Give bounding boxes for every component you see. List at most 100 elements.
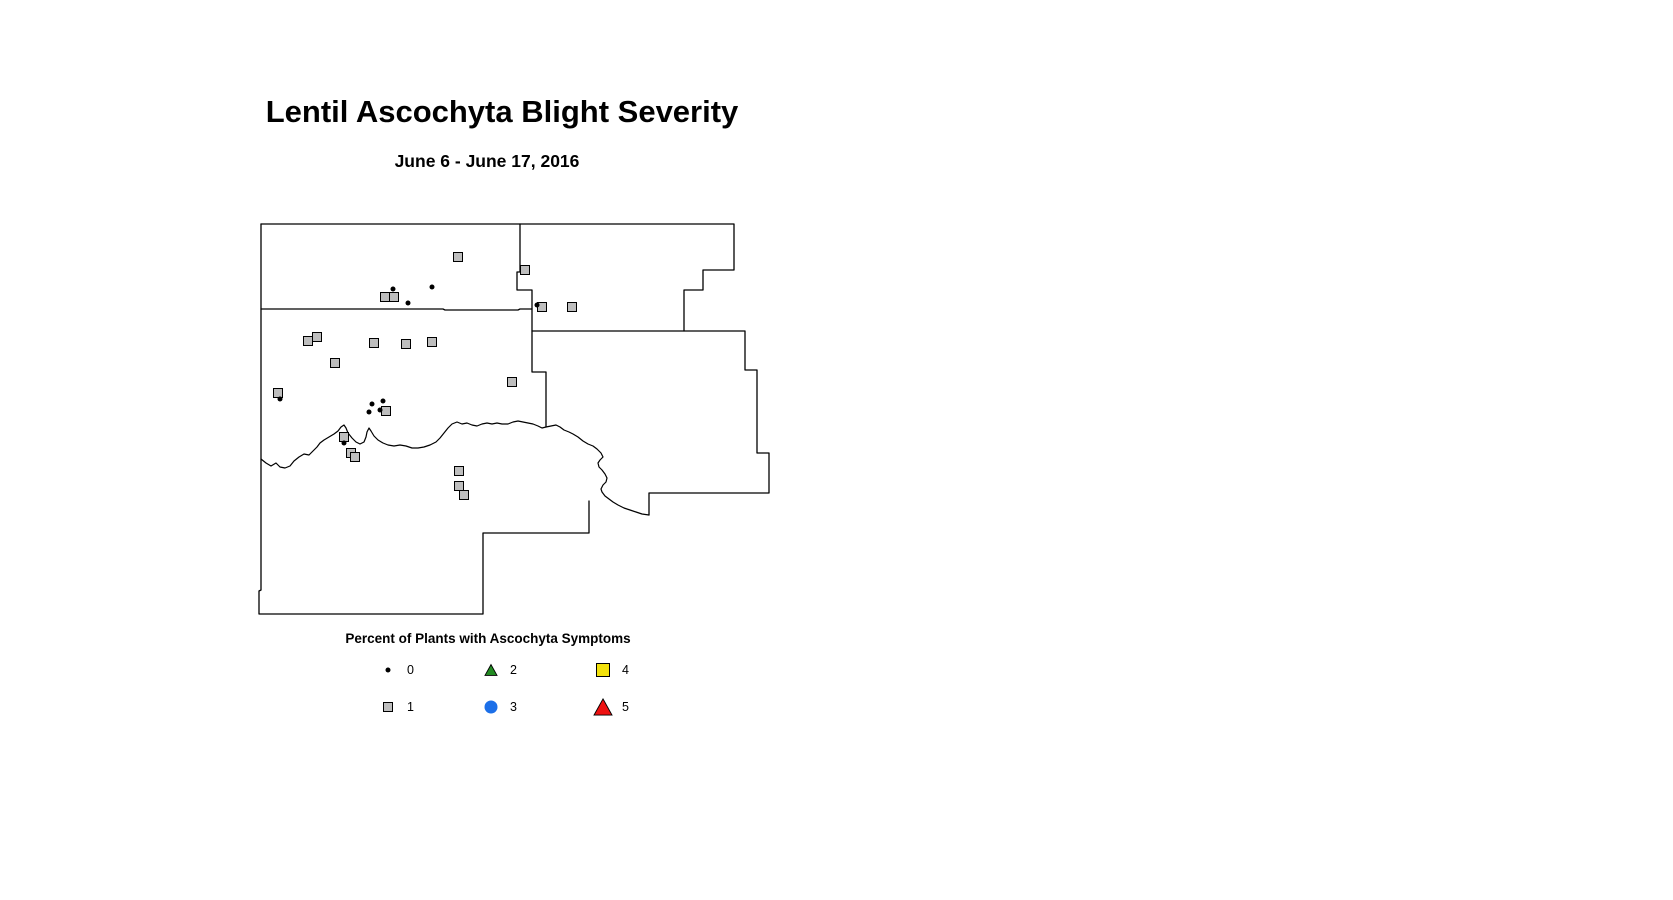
survey-point-severity-1: [427, 337, 437, 347]
survey-point-severity-1: [312, 332, 322, 342]
square-marker: [459, 490, 469, 500]
county-line-horizontal-upper: [260, 308, 533, 311]
survey-point-severity-1: [339, 432, 349, 442]
survey-point-severity-1: [401, 339, 411, 349]
survey-point-severity-1: [454, 481, 464, 491]
survey-point-severity-0: [429, 284, 435, 290]
square-marker: [507, 377, 517, 387]
survey-point-severity-1: [459, 490, 469, 500]
survey-point-severity-0: [341, 440, 347, 446]
survey-point-severity-0: [366, 409, 372, 415]
legend-symbol-svg: [484, 663, 498, 676]
legend-entry: 2: [476, 651, 588, 688]
square-marker: [567, 302, 577, 312]
survey-point-severity-0: [405, 300, 411, 306]
legend-symbol: [373, 696, 403, 718]
survey-point-severity-1: [520, 265, 530, 275]
square-marker: [273, 388, 283, 398]
county-boundaries: [258, 223, 770, 615]
county-outline-west-south: [258, 223, 590, 615]
legend-title: Percent of Plants with Ascochyta Symptom…: [345, 631, 631, 646]
legend: 0 1 2 3 4 5: [373, 651, 698, 725]
legend-symbol-svg: [593, 697, 613, 716]
square-marker: [303, 336, 313, 346]
survey-point-severity-0: [380, 398, 386, 404]
legend-entry: 3: [476, 688, 588, 725]
square-marker: [454, 481, 464, 491]
square-marker: [520, 265, 530, 275]
legend-entry: 1: [373, 688, 476, 725]
legend-entry-label: 5: [622, 699, 629, 714]
survey-point-severity-0: [377, 407, 383, 413]
survey-point-severity-1: [381, 406, 391, 416]
square-marker: [380, 292, 390, 302]
square-marker: [389, 292, 399, 302]
survey-point-severity-1: [330, 358, 340, 368]
dot-marker: [534, 302, 540, 308]
survey-point-severity-0: [534, 302, 540, 308]
figure-title: Lentil Ascochyta Blight Severity: [265, 94, 739, 129]
square-marker: [381, 406, 391, 416]
dot-marker: [385, 667, 391, 672]
county-outline-north-east: [260, 223, 770, 516]
river-boundary: [260, 420, 650, 516]
figure-subtitle: June 6 - June 17, 2016: [394, 151, 580, 171]
legend-entry: 4: [588, 651, 698, 688]
dot-marker: [366, 409, 372, 415]
square-marker: [596, 662, 610, 677]
dot-marker: [277, 396, 283, 402]
dot-marker: [405, 300, 411, 306]
dot-marker: [341, 440, 347, 446]
survey-point-severity-1: [380, 292, 390, 302]
survey-point-severity-0: [369, 401, 375, 407]
square-marker: [312, 332, 322, 342]
square-marker: [427, 337, 437, 347]
legend-entry-label: 4: [622, 662, 629, 677]
legend-symbol: [588, 659, 618, 681]
legend-symbol-svg: [385, 667, 391, 672]
survey-point-severity-0: [277, 396, 283, 402]
survey-point-severity-1: [273, 388, 283, 398]
legend-symbol: [476, 696, 506, 718]
square-marker: [454, 466, 464, 476]
square-marker: [453, 252, 463, 262]
legend-entry-label: 1: [407, 699, 414, 714]
survey-point-severity-0: [390, 286, 396, 292]
square-marker: [350, 452, 360, 462]
square-marker: [339, 432, 349, 442]
legend-entry-label: 2: [510, 662, 517, 677]
map-markers: [273, 252, 577, 500]
legend-symbol: [476, 659, 506, 681]
dot-marker: [377, 407, 383, 413]
legend-entry-label: 0: [407, 662, 414, 677]
legend-symbol-svg: [484, 700, 498, 713]
survey-point-severity-1: [369, 338, 379, 348]
survey-point-severity-1: [454, 466, 464, 476]
legend-entry: 5: [588, 688, 698, 725]
legend-symbol-svg: [383, 701, 393, 712]
dot-marker: [429, 284, 435, 290]
dot-marker: [369, 401, 375, 407]
legend-entry: 0: [373, 651, 476, 688]
dot-marker: [390, 286, 396, 292]
survey-point-severity-1: [567, 302, 577, 312]
triangle-marker: [593, 697, 613, 716]
legend-entry-label: 3: [510, 699, 517, 714]
dot-marker: [380, 398, 386, 404]
survey-point-severity-1: [507, 377, 517, 387]
survey-point-severity-1: [453, 252, 463, 262]
legend-symbol-svg: [596, 662, 610, 677]
square-marker: [401, 339, 411, 349]
square-marker: [369, 338, 379, 348]
survey-point-severity-1: [389, 292, 399, 302]
square-marker: [330, 358, 340, 368]
survey-point-severity-1: [350, 452, 360, 462]
square-marker: [383, 701, 393, 712]
triangle-marker: [484, 663, 498, 676]
legend-symbol: [588, 696, 618, 718]
legend-symbol: [373, 659, 403, 681]
county-line-central-vertical: [516, 223, 547, 428]
survey-point-severity-1: [303, 336, 313, 346]
